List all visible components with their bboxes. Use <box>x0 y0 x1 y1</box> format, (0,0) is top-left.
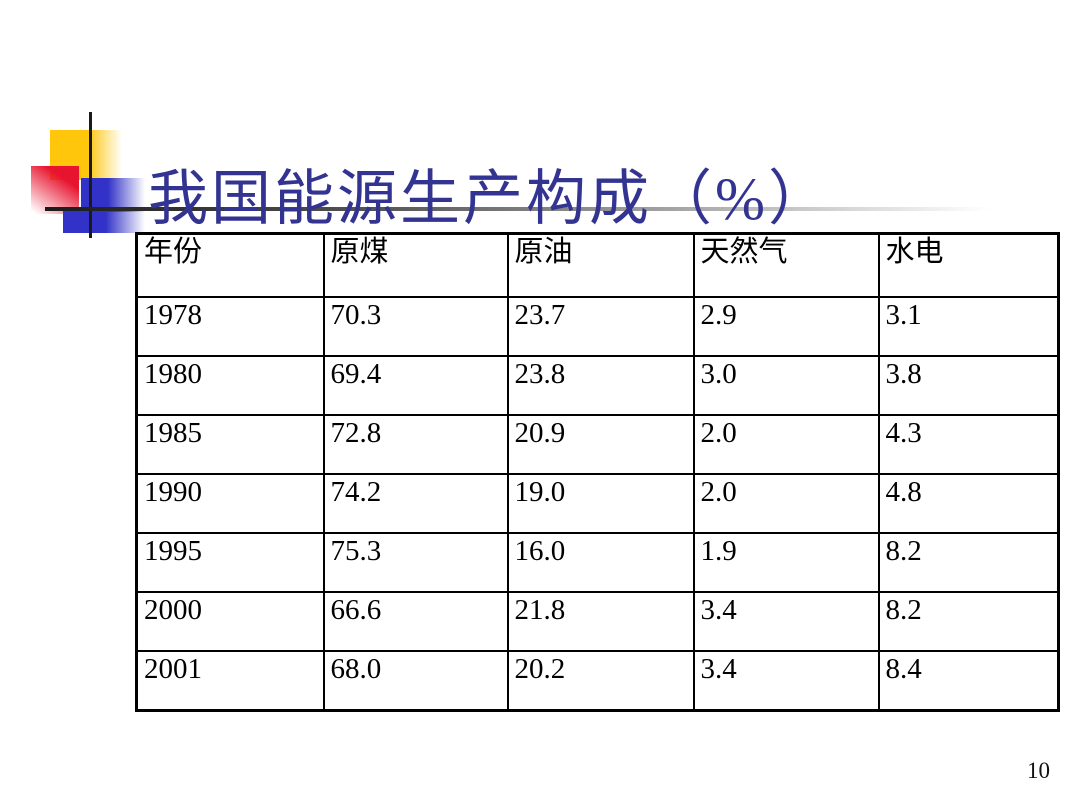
table-cell: 70.3 <box>322 296 509 357</box>
table-cell: 3.8 <box>877 355 1060 416</box>
energy-production-table: 年份 原煤 原油 天然气 水电 1978 70.3 23.7 2.9 3.1 1… <box>135 232 1060 712</box>
table-row-2000: 2000 66.6 21.8 3.4 8.2 <box>135 591 1060 652</box>
accent-red-square <box>31 166 79 214</box>
header-natural-gas: 天然气 <box>692 232 880 298</box>
title-underline-rule <box>45 207 990 211</box>
table-cell: 1980 <box>135 355 325 416</box>
table-cell: 2.0 <box>692 473 880 534</box>
table-cell: 68.0 <box>322 650 509 712</box>
table-cell: 20.2 <box>506 650 695 712</box>
table-cell: 23.8 <box>506 355 695 416</box>
table-row-1990: 1990 74.2 19.0 2.0 4.8 <box>135 473 1060 534</box>
table-row-2001: 2001 68.0 20.2 3.4 8.4 <box>135 650 1060 712</box>
table-cell: 3.4 <box>692 650 880 712</box>
table-row-1985: 1985 72.8 20.9 2.0 4.3 <box>135 414 1060 475</box>
table-cell: 2000 <box>135 591 325 652</box>
table-cell: 19.0 <box>506 473 695 534</box>
table-cell: 4.8 <box>877 473 1060 534</box>
slide-title: 我国能源生产构成（%） <box>148 166 831 233</box>
table-cell: 8.2 <box>877 532 1060 593</box>
header-raw-coal: 原煤 <box>322 232 509 298</box>
table-cell: 16.0 <box>506 532 695 593</box>
table-cell: 3.4 <box>692 591 880 652</box>
table-header-row: 年份 原煤 原油 天然气 水电 <box>135 232 1060 298</box>
table-cell: 72.8 <box>322 414 509 475</box>
header-year: 年份 <box>135 232 325 298</box>
table-row-1978: 1978 70.3 23.7 2.9 3.1 <box>135 296 1060 357</box>
table-cell: 1978 <box>135 296 325 357</box>
table-cell: 2.9 <box>692 296 880 357</box>
header-hydropower: 水电 <box>877 232 1060 298</box>
table-cell: 8.4 <box>877 650 1060 712</box>
table-cell: 3.0 <box>692 355 880 416</box>
table-cell: 3.1 <box>877 296 1060 357</box>
table-cell: 1990 <box>135 473 325 534</box>
table-cell: 1995 <box>135 532 325 593</box>
table-cell: 1985 <box>135 414 325 475</box>
header-crude-oil: 原油 <box>506 232 695 298</box>
accent-blue-square-lower <box>63 210 145 233</box>
table-cell: 69.4 <box>322 355 509 416</box>
table-row-1995: 1995 75.3 16.0 1.9 8.2 <box>135 532 1060 593</box>
table-cell: 8.2 <box>877 591 1060 652</box>
accent-vertical-line <box>89 112 92 238</box>
table-cell: 75.3 <box>322 532 509 593</box>
table-cell: 23.7 <box>506 296 695 357</box>
table-cell: 2001 <box>135 650 325 712</box>
table-cell: 66.6 <box>322 591 509 652</box>
table-cell: 20.9 <box>506 414 695 475</box>
table-cell: 74.2 <box>322 473 509 534</box>
table-cell: 4.3 <box>877 414 1060 475</box>
table-cell: 1.9 <box>692 532 880 593</box>
table-cell: 2.0 <box>692 414 880 475</box>
table-cell: 21.8 <box>506 591 695 652</box>
page-number: 10 <box>1027 758 1050 783</box>
table-row-1980: 1980 69.4 23.8 3.0 3.8 <box>135 355 1060 416</box>
